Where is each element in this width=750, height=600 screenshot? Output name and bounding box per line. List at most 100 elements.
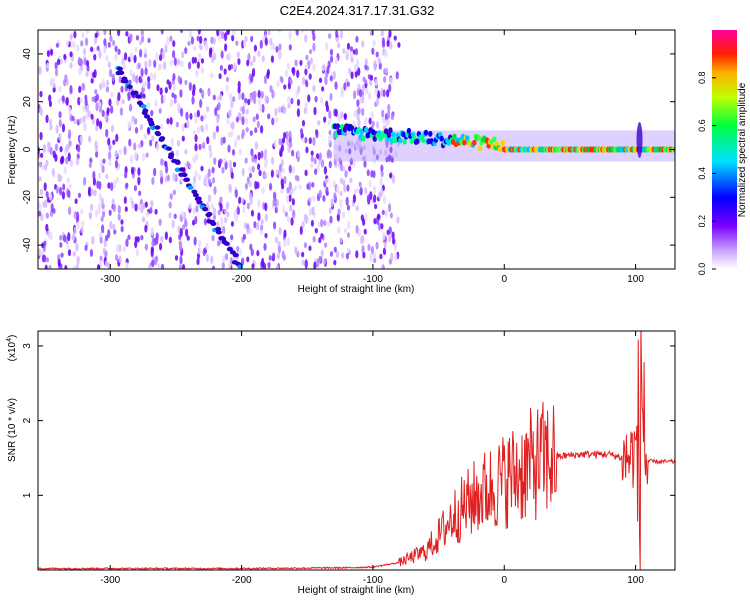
noise-speck [218,239,222,245]
noise-speck [287,95,291,105]
noise-speck [43,240,47,247]
noise-speck [210,255,214,265]
noise-speck [59,234,63,241]
noise-speck [261,103,265,113]
noise-speck [198,143,202,151]
main-signal-point [406,127,412,134]
noise-speck [274,206,278,214]
noise-speck [129,52,134,61]
noise-speck [227,64,232,71]
noise-speck [343,227,348,234]
noise-speck [89,157,93,164]
noise-speck [134,240,138,249]
noise-speck [348,165,352,172]
noise-speck [337,113,341,123]
noise-speck [44,199,48,208]
noise-speck [85,70,89,78]
noise-speck [69,51,73,58]
noise-speck [367,243,371,252]
noise-speck [286,236,290,246]
diagonal-track-point [210,221,217,226]
noise-speck [234,188,238,198]
noise-speck [176,139,181,147]
noise-speck [107,182,111,189]
noise-speck [65,96,69,106]
noise-speck [382,247,387,256]
noise-speck [211,166,215,174]
noise-speck [197,247,201,255]
noise-speck [171,50,176,59]
noise-speck [375,51,379,58]
noise-speck [88,135,92,143]
noise-speck [139,123,144,131]
noise-speck [224,253,229,261]
noise-speck [140,204,144,214]
noise-speck [67,232,71,242]
noise-speck [375,120,380,129]
noise-speck [277,106,282,114]
noise-speck [335,30,339,38]
noise-speck [112,139,116,146]
diagonal-track-point [150,125,157,131]
noise-speck [84,94,88,101]
noise-speck [207,194,212,203]
noise-speck [104,250,108,258]
main-signal-point [428,130,433,137]
noise-speck [128,138,132,147]
noise-speck [90,46,94,53]
noise-speck [372,251,376,260]
noise-speck [104,112,108,120]
noise-speck [219,65,224,71]
noise-speck [83,57,87,66]
noise-speck [46,62,50,69]
noise-speck [304,68,308,76]
noise-speck [396,216,400,224]
noise-speck [147,76,151,83]
noise-speck [286,216,291,223]
noise-speck [301,137,305,143]
noise-speck [233,139,238,149]
noise-speck [283,132,287,139]
noise-speck [226,211,230,218]
diagonal-track-point [132,90,139,95]
noise-speck [352,194,357,204]
noise-speck [268,182,273,191]
noise-speck [213,157,217,165]
noise-speck [320,96,324,104]
noise-speck [257,89,261,99]
noise-speck [134,126,139,134]
noise-speck [170,137,174,147]
noise-speck [378,149,383,155]
noise-speck [177,58,181,66]
noise-speck [81,220,85,228]
noise-speck [150,227,154,237]
noise-speck [225,201,230,210]
noise-speck [329,48,334,56]
spectrogram-image [38,30,675,269]
noise-speck [199,36,203,44]
noise-speck [185,111,189,121]
noise-speck [192,155,196,164]
noise-speck [60,252,64,258]
noise-speck [135,35,140,41]
noise-speck [97,172,102,180]
noise-speck [66,177,70,184]
noise-speck [362,144,366,151]
noise-speck [178,242,183,252]
main-signal-point [423,129,429,136]
noise-speck [381,264,385,269]
noise-speck [61,123,66,133]
noise-speck [291,67,295,74]
noise-speck [260,90,264,99]
noise-speck [203,113,207,120]
noise-speck [353,63,358,73]
noise-speck [304,34,308,43]
noise-speck [141,216,146,223]
noise-speck [99,158,103,168]
noise-speck [334,153,338,161]
noise-speck [357,106,361,115]
noise-speck [290,97,294,105]
x-tick-label: 100 [627,274,644,285]
bottom-y-axis-label: SNR (10 * v/v) [7,398,18,462]
diagonal-track-point [174,160,181,165]
